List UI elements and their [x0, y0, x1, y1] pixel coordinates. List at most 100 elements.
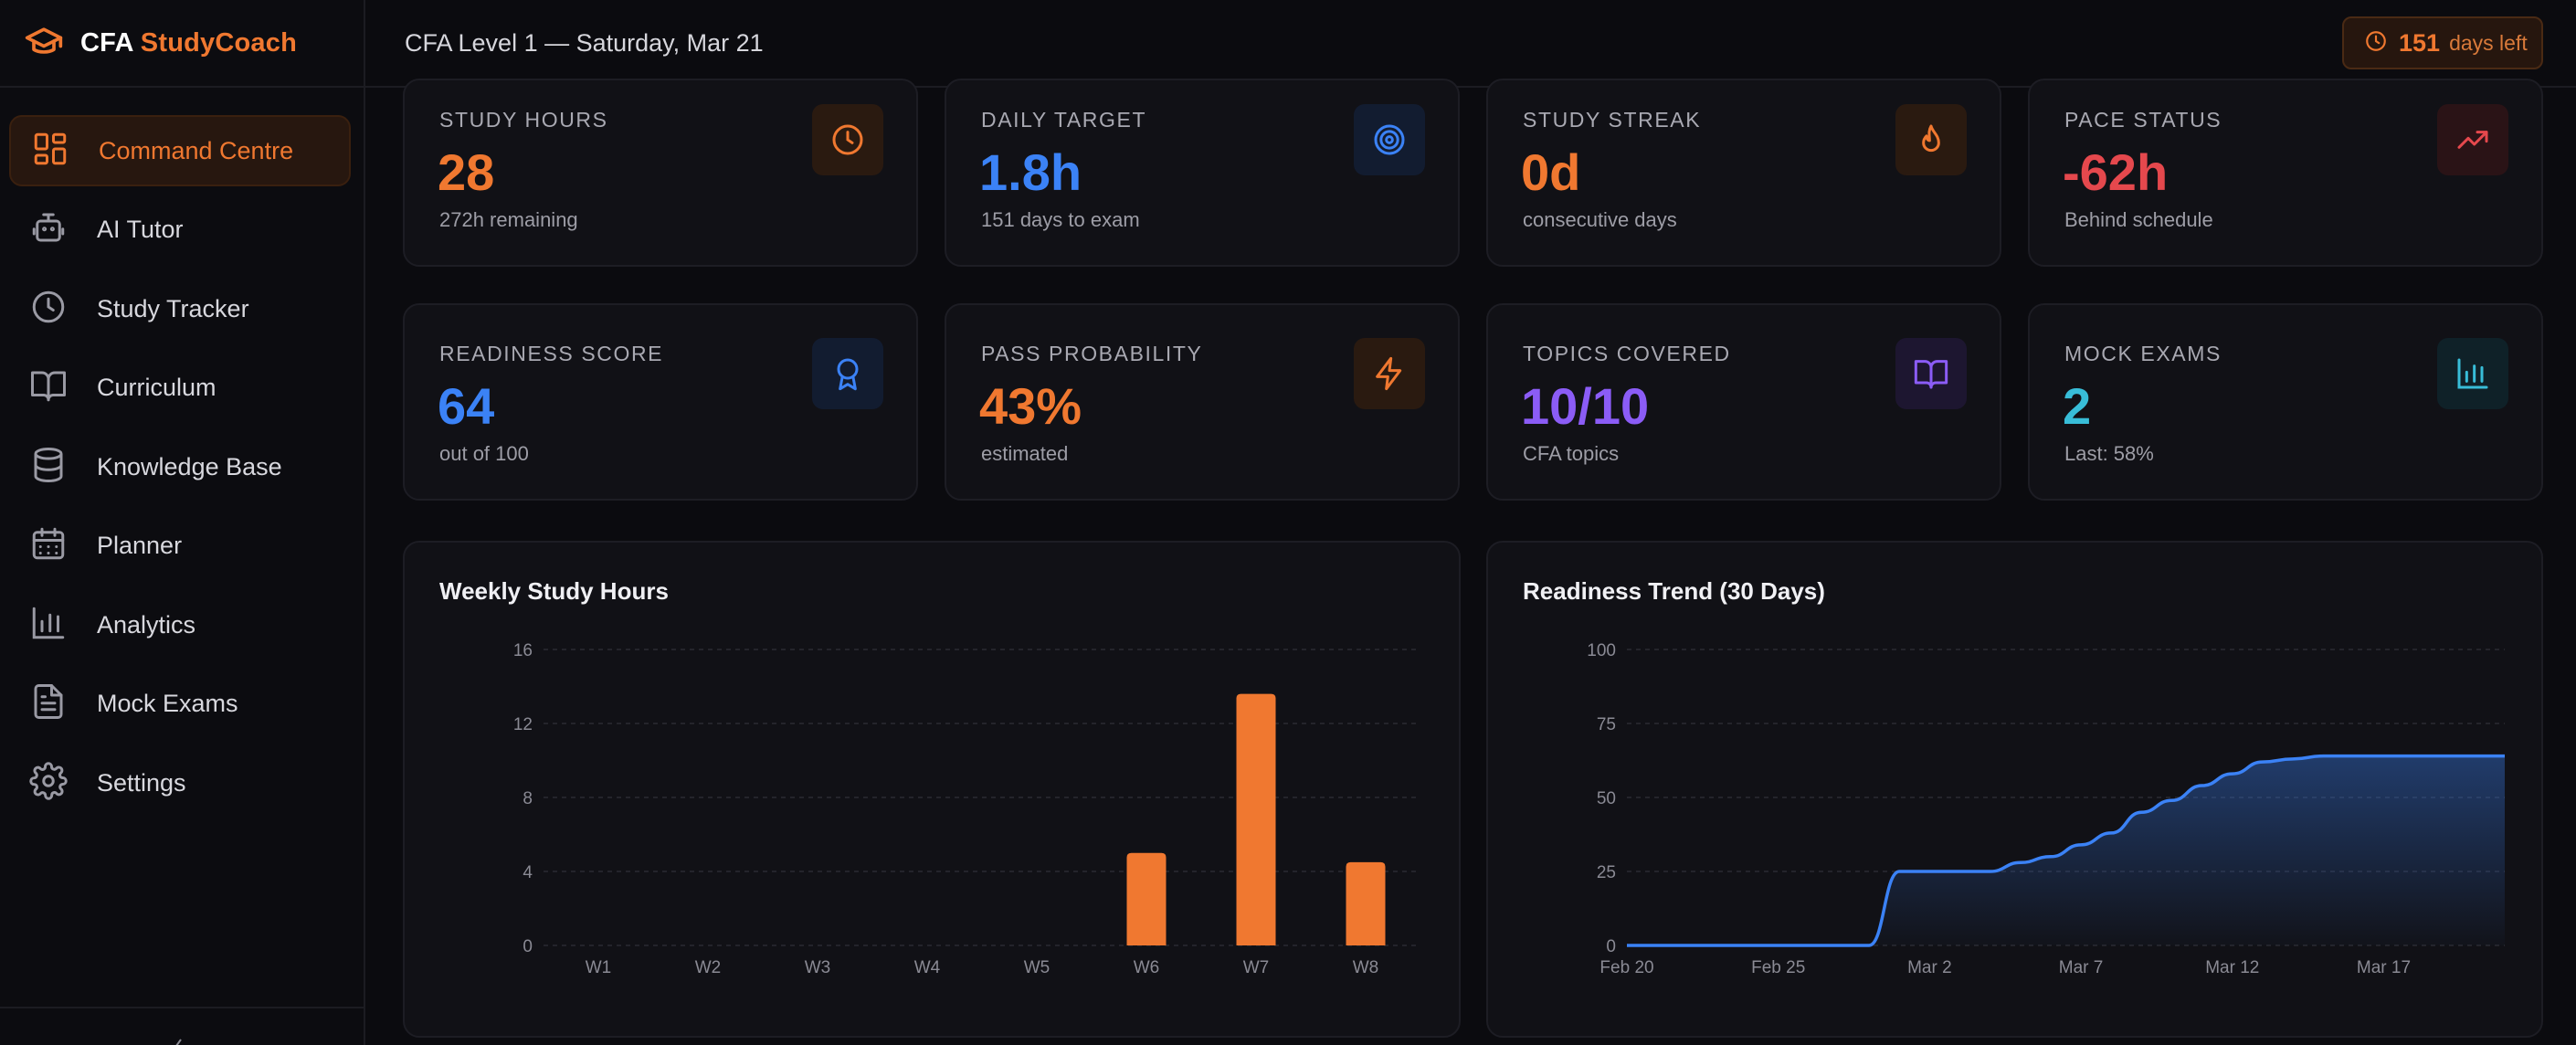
y-tick-label: 16 — [513, 641, 533, 660]
x-tick-label: Mar 2 — [1907, 958, 1952, 977]
stat-label: STUDY STREAK — [1523, 108, 1702, 132]
brand-name-part2: StudyCoach — [140, 27, 297, 58]
x-tick-label: Mar 12 — [2205, 958, 2259, 977]
award-icon — [812, 338, 883, 409]
sidebar-item-mock-exams[interactable]: Mock Exams — [9, 669, 351, 740]
top-header: CFA Level 1 — Saturday, Mar 21 151 days … — [365, 0, 2576, 88]
y-tick-label: 4 — [523, 863, 533, 882]
stat-card-daily-target: DAILY TARGET 1.8h 151 days to exam — [945, 79, 1460, 267]
brand[interactable]: CFA StudyCoach — [0, 0, 364, 88]
x-tick-label: W3 — [805, 958, 831, 977]
x-tick-label: W7 — [1243, 958, 1270, 977]
target-icon — [1354, 104, 1425, 175]
readiness-trend-panel: Readiness Trend (30 Days) 0 25 50 75 100 Feb … — [1486, 541, 2543, 1038]
y-tick-label: 12 — [513, 715, 533, 734]
bar — [1126, 852, 1167, 945]
stat-value: 64 — [438, 377, 495, 435]
stat-subtext: Behind schedule — [2064, 208, 2213, 231]
x-tick-label: W8 — [1353, 958, 1379, 977]
x-tick-label: W5 — [1024, 958, 1050, 977]
stat-value: -62h — [2063, 143, 2169, 201]
calendar-icon — [29, 524, 68, 567]
sidebar-item-curriculum[interactable]: Curriculum — [9, 353, 351, 424]
trending-up-icon — [2437, 104, 2508, 175]
brand-name: CFA StudyCoach — [80, 28, 297, 58]
database-icon — [29, 446, 68, 489]
sidebar-item-label: Settings — [97, 768, 186, 797]
sidebar-item-label: Planner — [97, 532, 183, 559]
stat-label: READINESS SCORE — [439, 342, 664, 365]
sidebar-item-knowledge-base[interactable]: Knowledge Base — [9, 431, 351, 502]
y-tick-label: 100 — [1587, 641, 1616, 660]
chart-title: Readiness Trend (30 Days) — [1523, 577, 1825, 605]
stat-label: TOPICS COVERED — [1523, 342, 1731, 365]
sidebar-item-settings[interactable]: Settings — [9, 747, 351, 818]
graduation-cap-icon — [24, 21, 64, 66]
x-tick-label: W2 — [695, 958, 722, 977]
brand-name-part1: CFA — [80, 27, 133, 58]
days-left-badge: 151 days left — [2342, 16, 2543, 69]
stat-label: PASS PROBABILITY — [981, 342, 1203, 365]
stat-value: 28 — [438, 143, 495, 201]
robot-icon — [29, 208, 68, 251]
gear-icon — [29, 761, 68, 805]
sidebar-item-planner[interactable]: Planner — [9, 511, 351, 582]
weekly-study-hours-panel: Weekly Study Hours 0 4 8 12 16 W1 W2 W3 W4 W5 W6 W7… — [403, 541, 1461, 1038]
sidebar-item-command-centre[interactable]: Command Centre — [9, 115, 351, 186]
book-open-icon — [29, 366, 68, 409]
y-tick-label: 75 — [1597, 715, 1616, 734]
chart-title: Weekly Study Hours — [439, 577, 669, 605]
stat-value: 0d — [1521, 143, 1581, 201]
grid-icon — [31, 130, 69, 173]
x-tick-label: W4 — [914, 958, 941, 977]
x-tick-label: W1 — [586, 958, 612, 977]
bar-chart-icon — [2437, 338, 2508, 409]
stat-value: 43% — [979, 377, 1082, 435]
flame-icon — [1895, 104, 1967, 175]
stat-value: 1.8h — [979, 143, 1082, 201]
stat-value: 2 — [2063, 377, 2092, 435]
document-icon — [29, 682, 68, 725]
stat-subtext: Last: 58% — [2064, 442, 2154, 465]
days-left-value: 151 — [2399, 28, 2441, 57]
sidebar-item-study-tracker[interactable]: Study Tracker — [9, 273, 351, 344]
stat-subtext: 272h remaining — [439, 208, 578, 231]
sidebar-item-label: Command Centre — [99, 136, 294, 164]
weekly-study-hours-chart: 0 4 8 12 16 W1 W2 W3 W4 W5 W6 W7 W8 — [513, 641, 1420, 977]
readiness-trend-chart: 0 25 50 75 100 Feb 20 Feb 25 Mar 2 Mar 7 Mar 12 Ma… — [1587, 641, 2506, 977]
stat-label: MOCK EXAMS — [2064, 342, 2222, 365]
bar-chart-icon — [29, 604, 68, 647]
days-left-label: days left — [2449, 30, 2528, 55]
sidebar: CFA StudyCoach Command Centre AI Tutor S… — [0, 0, 365, 1045]
sidebar-item-analytics[interactable]: Analytics — [9, 589, 351, 660]
stat-subtext: CFA topics — [1523, 442, 1620, 465]
stat-card-pace-status: PACE STATUS -62h Behind schedule — [2028, 79, 2543, 267]
sidebar-item-label: AI Tutor — [97, 216, 184, 243]
bar — [1346, 861, 1386, 945]
x-tick-label: W6 — [1134, 958, 1160, 977]
clock-icon — [29, 288, 68, 331]
stat-label: PACE STATUS — [2064, 108, 2222, 132]
sidebar-item-label: Study Tracker — [97, 294, 249, 322]
stat-card-topics-covered: TOPICS COVERED 10/10 CFA topics — [1486, 303, 2001, 501]
sidebar-item-label: Knowledge Base — [97, 452, 282, 480]
stat-subtext: consecutive days — [1523, 208, 1677, 231]
stat-card-study-hours: STUDY HOURS 28 272h remaining — [403, 79, 918, 267]
sidebar-item-label: Mock Exams — [97, 690, 238, 717]
y-tick-label: 0 — [523, 937, 533, 956]
stat-card-mock-exams: MOCK EXAMS 2 Last: 58% — [2028, 303, 2543, 501]
sidebar-nav: Command Centre AI Tutor Study Tracker Cu… — [0, 88, 364, 818]
sidebar-item-label: Curriculum — [97, 374, 216, 401]
y-tick-label: 50 — [1597, 789, 1616, 808]
clock-icon — [812, 104, 883, 175]
lightning-icon — [1354, 338, 1425, 409]
stat-subtext: out of 100 — [439, 442, 529, 465]
y-tick-label: 25 — [1597, 863, 1616, 882]
sidebar-item-ai-tutor[interactable]: AI Tutor — [9, 195, 351, 266]
stat-subtext: estimated — [981, 442, 1069, 465]
sidebar-collapse-button[interactable] — [0, 1007, 364, 1045]
stat-label: STUDY HOURS — [439, 108, 608, 132]
stat-card-study-streak: STUDY STREAK 0d consecutive days — [1486, 79, 2001, 267]
x-tick-label: Mar 7 — [2059, 958, 2104, 977]
stat-card-pass-probability: PASS PROBABILITY 43% estimated — [945, 303, 1460, 501]
